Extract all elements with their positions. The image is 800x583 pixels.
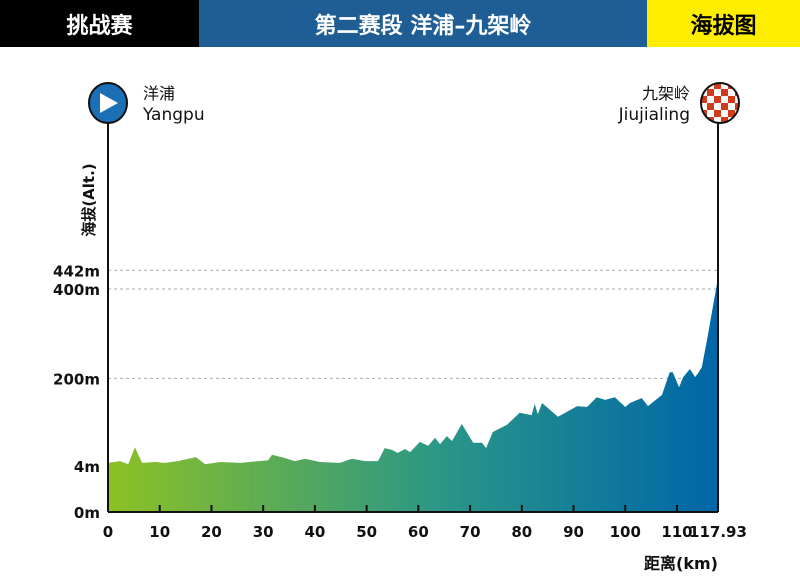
- checker-square: [735, 96, 739, 103]
- checker-square: [721, 110, 728, 117]
- checker-square: [728, 110, 735, 117]
- checker-square: [714, 89, 721, 96]
- checker-square: [728, 103, 735, 110]
- checker-square: [714, 117, 721, 123]
- x-tick-label: 70: [460, 523, 481, 541]
- checker-square: [701, 83, 707, 89]
- checker-square: [714, 83, 721, 89]
- y-tick-label: 400m: [53, 281, 100, 299]
- elevation-area: [108, 277, 718, 512]
- play-icon: [100, 93, 118, 113]
- finish-name-en: Jiujialing: [618, 105, 690, 125]
- checker-square: [728, 96, 735, 103]
- x-tick-label: 80: [511, 523, 532, 541]
- chart-type-label: 海拔图: [647, 0, 800, 47]
- checker-square: [701, 96, 707, 103]
- checker-square: [721, 103, 728, 110]
- race-label: 挑战赛: [0, 0, 199, 47]
- checker-square: [714, 103, 721, 110]
- y-tick-label: 0m: [74, 504, 100, 522]
- stage-title: 第二赛段 洋浦–九架岭: [199, 0, 647, 47]
- finish-name-cn: 九架岭: [641, 84, 690, 103]
- checker-square: [707, 96, 714, 103]
- x-tick-label: 100: [610, 523, 641, 541]
- checker-square: [707, 110, 714, 117]
- start-name-cn: 洋浦: [143, 84, 176, 103]
- x-tick-label: 60: [408, 523, 429, 541]
- checker-square: [707, 89, 714, 96]
- checker-square: [721, 83, 728, 89]
- checker-square: [721, 89, 728, 96]
- y-tick-label: 200m: [53, 370, 100, 388]
- checker-square: [714, 96, 721, 103]
- x-tick-label: 30: [253, 523, 274, 541]
- y-tick-label: 4m: [74, 458, 100, 476]
- x-tick-label: 110: [661, 523, 692, 541]
- checker-square: [701, 103, 707, 110]
- x-tick-label: 20: [201, 523, 222, 541]
- x-tick-label: 40: [304, 523, 325, 541]
- x-tick-label: 50: [356, 523, 377, 541]
- checker-square: [714, 110, 721, 117]
- checker-square: [735, 117, 739, 123]
- x-tick-label: 117.93: [689, 523, 747, 541]
- x-tick-label: 90: [563, 523, 584, 541]
- y-axis-title: 海拔(Alt.): [80, 163, 98, 236]
- finish-marker: [700, 82, 740, 124]
- start-name-en: Yangpu: [143, 105, 205, 125]
- checker-square: [728, 89, 735, 96]
- checker-square: [735, 83, 739, 89]
- checker-square: [721, 117, 728, 123]
- checker-square: [701, 117, 707, 123]
- y-tick-label: 442m: [53, 262, 100, 280]
- x-tick-label: 0: [103, 523, 113, 541]
- x-axis-title: 距离(km): [644, 554, 718, 573]
- checker-square: [721, 96, 728, 103]
- checker-square: [707, 103, 714, 110]
- x-tick-label: 10: [149, 523, 170, 541]
- checker-square: [735, 103, 739, 110]
